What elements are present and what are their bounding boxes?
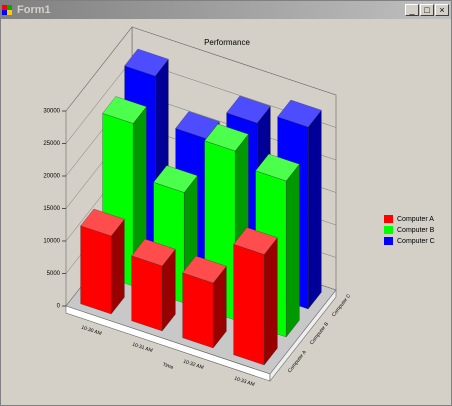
bar-top [233,227,278,255]
bar-top [80,208,125,237]
x-tick-label: 10:32 AM [182,359,204,371]
bar-top [226,95,271,124]
bar-top [182,255,227,284]
legend-label: Computer B [397,227,435,234]
y-tick-label: 20000 [43,174,60,180]
title-bar: Form1 _ □ × [1,1,451,19]
bar-top [131,238,176,267]
bar-front [80,225,112,315]
chart: Performance 0 5000 10000 15000 20000 25000 300… [43,26,435,388]
grid-line [131,26,337,96]
bar-top [255,153,300,182]
bar-top [204,123,249,152]
x-tick-label: 10:31 AM [131,342,153,354]
y-tick-label: 0 [57,304,61,310]
legend-label: Computer A [397,216,434,223]
bar-front [233,244,265,366]
x-tick-label: 10:33 AM [233,376,255,388]
chart-title: Performance [204,38,250,47]
bar-top [102,96,147,124]
floor-edge [269,289,337,382]
legend-label: Computer C [397,238,435,245]
window-title: Form1 [17,4,51,16]
maximize-button[interactable]: □ [420,4,434,16]
grid-line [65,59,133,144]
y-tick-label: 30000 [43,109,60,115]
y-tick-label: 25000 [43,141,60,147]
bar-top [277,99,322,128]
bar-side [286,163,300,338]
bar-side [308,109,322,310]
app-icon [2,5,12,15]
bar-top [153,165,198,193]
y-tick-label: 15000 [43,206,60,212]
close-button[interactable]: × [435,4,449,16]
x-tick-label: 10:30 AM [80,325,102,337]
bar-top [124,48,169,77]
bar-top [175,111,220,139]
minimize-button[interactable]: _ [405,4,419,16]
x-axis-label: Time [162,362,174,371]
legend-swatch [384,237,393,245]
y-tick-label: 5000 [47,271,61,277]
legend-swatch [384,226,393,234]
bar-front [182,272,214,349]
y-tick-label: 10000 [43,239,60,245]
bar-front [131,255,163,332]
legend-swatch [384,215,393,223]
grid-line [65,26,133,112]
bar-side [264,237,278,366]
